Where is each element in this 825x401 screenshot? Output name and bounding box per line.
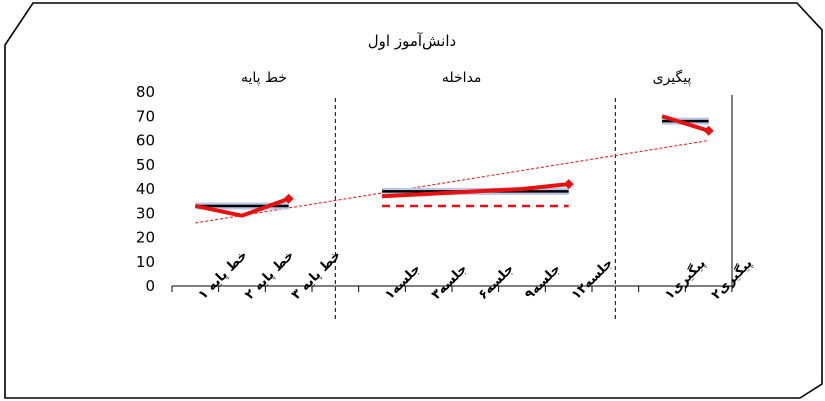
phase-label: خط پایه: [241, 70, 287, 86]
chart-title: دانش‌آموز اول: [368, 32, 456, 50]
data-series-line: [381, 182, 569, 199]
data-series-line: [194, 196, 290, 218]
y-tick-label: 0: [145, 277, 155, 295]
y-tick-label: 10: [136, 253, 155, 271]
data-point-marker: [703, 125, 714, 136]
y-tick-label: 50: [136, 156, 155, 174]
y-tick-label: 20: [136, 229, 155, 247]
data-series-line: [661, 114, 710, 133]
data-point-marker: [283, 193, 294, 204]
y-tick-label: 30: [136, 204, 155, 222]
axes: 0 10 20 30 40 50 60 70 80: [136, 83, 733, 295]
series-layer: [194, 114, 714, 218]
data-point-marker: [563, 179, 574, 190]
chart-frame: [4, 2, 823, 399]
y-tick-label: 70: [136, 107, 155, 125]
phase-separators: خط پایه مداخله پیگیری: [241, 69, 691, 320]
phase-label: پیگیری: [653, 69, 692, 86]
y-tick-label: 40: [136, 180, 155, 198]
y-tick-label: 60: [136, 132, 155, 150]
phase-label: مداخله: [442, 70, 482, 86]
y-tick-label: 80: [136, 83, 155, 101]
